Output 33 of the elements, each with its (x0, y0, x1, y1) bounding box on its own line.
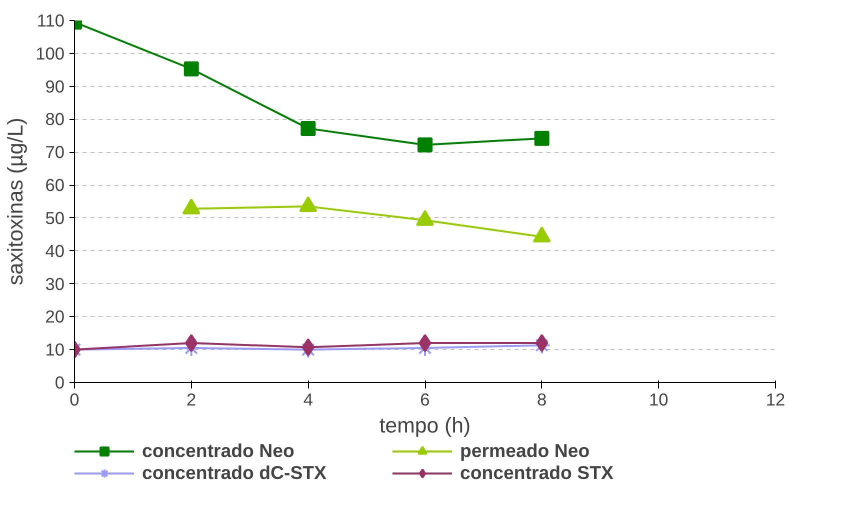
point (418, 137, 432, 152)
y-tick-label: 60 (45, 175, 65, 196)
point (418, 334, 432, 352)
x-tick-label: 0 (70, 390, 80, 410)
y-tick-label: 90 (45, 76, 65, 96)
x-tick-label: 12 (766, 390, 786, 410)
point (534, 130, 550, 146)
legend-label: concentrado dC-STX (142, 462, 328, 484)
x-tick-label: 10 (649, 390, 668, 410)
point (300, 120, 316, 136)
point (536, 334, 548, 352)
x-tick-label: 4 (303, 390, 314, 410)
point (302, 338, 314, 356)
y-tick-label: 80 (45, 109, 65, 130)
y-tick-label: 50 (45, 208, 65, 228)
y-tick-label: 40 (45, 240, 65, 261)
point (184, 61, 199, 76)
x-tick-label: 8 (537, 390, 547, 410)
y-tick-label: 10 (45, 340, 65, 360)
legend-label: concentrado Neo (142, 440, 296, 462)
y-tick-label: 110 (36, 10, 65, 30)
legend-label: permeado Neo (460, 440, 591, 462)
y-tick-label: 30 (45, 274, 65, 294)
x-tick-label: 2 (186, 390, 196, 410)
y-tick-label: 20 (45, 306, 65, 327)
legend-label: concentrado STX (460, 462, 614, 484)
y-tick-label: 100 (36, 43, 65, 64)
y-axis-title: saxitoxinas (µg/L) (4, 118, 28, 286)
x-axis-title: tempo (h) (379, 414, 471, 438)
point (185, 334, 198, 352)
y-tick-label: 70 (45, 142, 65, 162)
y-tick-label: 0 (54, 372, 65, 392)
x-tick-label: 6 (420, 390, 430, 410)
